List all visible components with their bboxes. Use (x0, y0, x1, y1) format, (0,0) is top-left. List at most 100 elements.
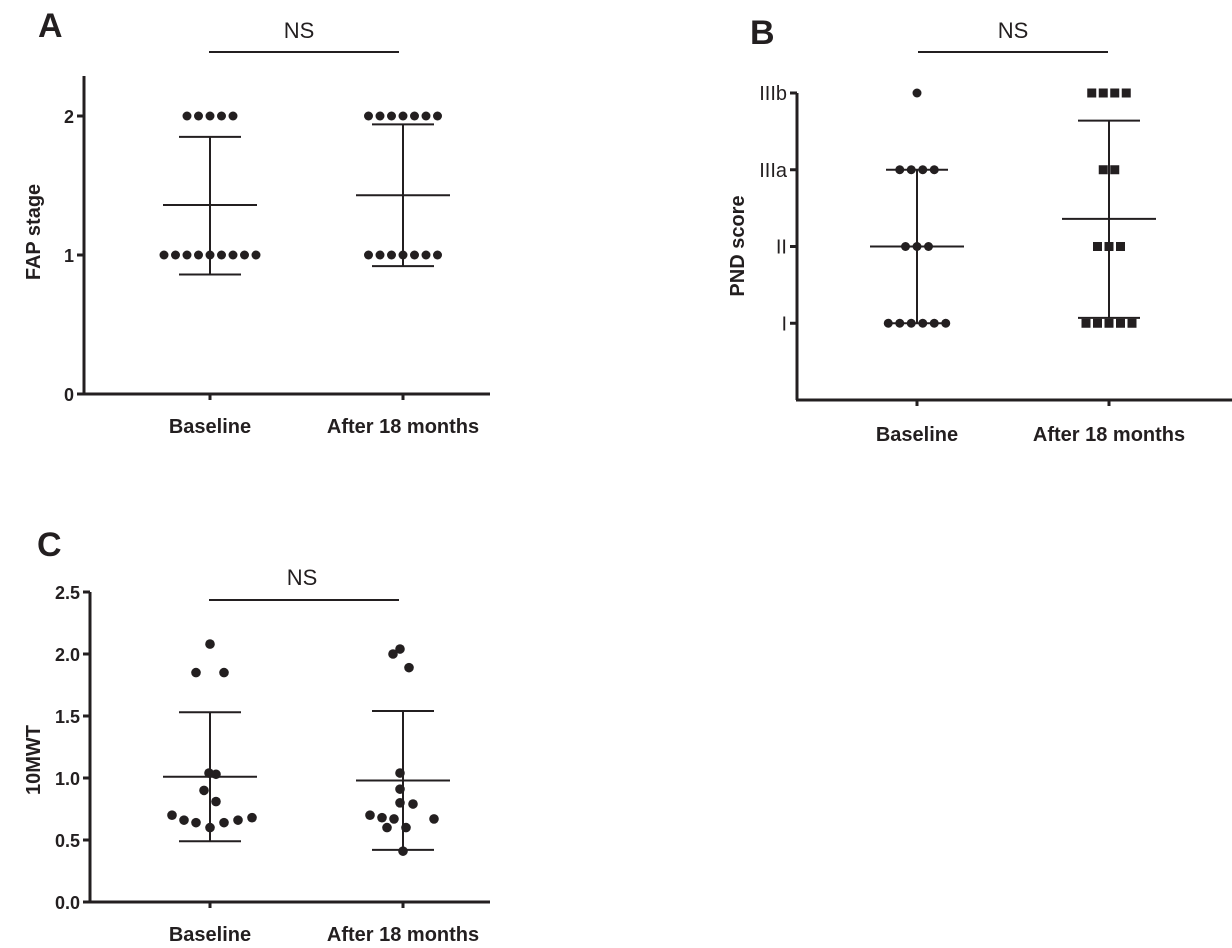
data-point (219, 667, 229, 678)
data-point (182, 111, 192, 121)
data-point (1098, 165, 1108, 175)
data-point (398, 846, 408, 856)
x-tick-label: After 18 months (327, 416, 479, 438)
data-point (433, 250, 442, 260)
data-point (211, 769, 221, 780)
data-point (924, 242, 933, 251)
data-point (1110, 88, 1120, 98)
data-point (159, 250, 169, 260)
y-tick-label: 0.0 (55, 893, 80, 913)
data-point (251, 250, 261, 260)
data-point (906, 165, 916, 175)
data-point (1093, 318, 1102, 328)
x-tick-label: Baseline (169, 416, 251, 438)
data-point (205, 250, 215, 260)
data-point (895, 165, 905, 175)
data-point (901, 242, 910, 251)
panel-letter-c: C (37, 526, 62, 564)
data-point (404, 662, 414, 673)
y-tick-label: 1 (64, 246, 74, 266)
data-point (395, 768, 405, 778)
data-point (387, 250, 396, 260)
data-point (364, 250, 373, 260)
plot-area-a: 0 1 2 Baseline After 18 months (64, 76, 490, 438)
y-axis-label-c: 10MWT (23, 725, 45, 795)
y-tick-label: 2.0 (55, 645, 80, 665)
x-tick-label: Baseline (876, 424, 958, 446)
data-point (228, 111, 238, 121)
data-point (205, 639, 215, 649)
data-point (375, 250, 385, 260)
y-tick-label: 1.0 (55, 769, 80, 789)
data-point (219, 817, 229, 828)
data-point (1098, 88, 1108, 98)
data-point (375, 111, 385, 121)
y-tick-label: 1.5 (55, 707, 80, 727)
data-point (365, 810, 375, 820)
significance-label-c: NS (287, 565, 318, 590)
data-point (433, 111, 442, 121)
data-point (377, 812, 387, 823)
data-point (233, 815, 243, 825)
data-point (389, 814, 399, 824)
significance-label-a: NS (284, 18, 315, 43)
data-point (387, 111, 396, 121)
y-tick-label: II (776, 237, 787, 259)
data-point (171, 250, 180, 260)
data-point (388, 649, 398, 659)
data-point (401, 822, 411, 833)
data-point (1104, 318, 1114, 328)
data-point (247, 812, 257, 823)
data-point (1093, 242, 1102, 251)
plot-area-c: 0.0 0.5 1.0 1.5 2.0 2.5 Baseline After 18 month… (55, 583, 490, 946)
panel-letter-b: B (750, 14, 775, 52)
data-point (217, 250, 226, 260)
data-point (240, 250, 249, 260)
data-point (179, 815, 189, 825)
data-point (1104, 242, 1114, 251)
data-point (395, 644, 405, 654)
data-point (918, 318, 928, 328)
data-point (410, 111, 419, 121)
data-point (398, 250, 408, 260)
data-point (228, 250, 238, 260)
y-tick-label: I (781, 313, 787, 335)
data-point (395, 798, 405, 808)
data-point (912, 242, 922, 251)
data-point (199, 785, 209, 796)
data-point (895, 318, 905, 328)
y-tick-label: 2 (64, 107, 74, 127)
data-point (217, 111, 226, 121)
data-point (191, 817, 201, 828)
data-point (912, 88, 922, 98)
data-point (906, 318, 916, 328)
data-point (1121, 88, 1131, 98)
panel-c: C NS 10MWT 0.0 0.5 1.0 1.5 2.0 2.5 Baseline Aft… (23, 526, 490, 946)
data-point (211, 796, 221, 807)
data-point (194, 250, 203, 260)
x-tick-label: Baseline (169, 924, 251, 946)
data-point (929, 165, 939, 175)
data-point (191, 667, 201, 678)
data-point (929, 318, 939, 328)
x-tick-label: After 18 months (327, 924, 479, 946)
data-point (1110, 165, 1120, 175)
y-tick-label: IIIb (759, 83, 787, 105)
data-point (1116, 242, 1125, 251)
x-tick-label: After 18 months (1033, 424, 1185, 446)
data-point (421, 111, 431, 121)
data-point (410, 250, 419, 260)
data-point (194, 111, 203, 121)
data-point (941, 318, 951, 328)
data-point (1127, 318, 1137, 328)
y-tick-label: IIIa (759, 160, 788, 182)
data-point (429, 814, 439, 824)
data-point (1116, 318, 1125, 328)
y-tick-label: 2.5 (55, 583, 80, 603)
data-point (364, 111, 373, 121)
data-point (382, 822, 392, 833)
data-point (395, 784, 405, 794)
panel-a: A NS FAP stage 0 1 2 Baseline After 18 month… (23, 7, 490, 438)
